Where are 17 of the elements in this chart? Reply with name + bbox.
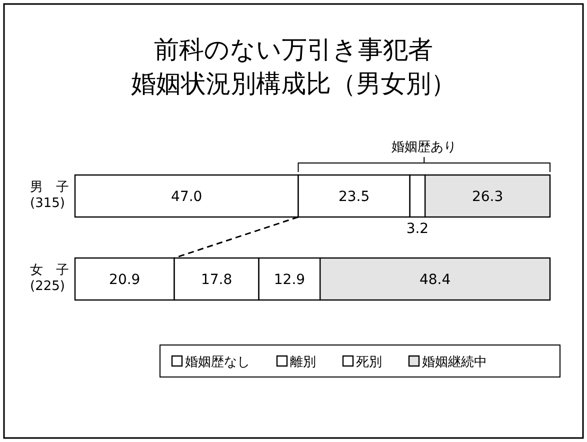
data-label: 20.9	[109, 272, 140, 288]
chart-title: 前科のない万引き事犯者	[154, 35, 433, 64]
data-label: 12.9	[274, 272, 306, 288]
legend-label: 婚姻継続中	[422, 355, 487, 370]
chart-subtitle: 婚姻状況別構成比（男女別）	[131, 69, 456, 98]
y-tick-label: 女 子 (225)	[30, 263, 69, 294]
data-label: 17.8	[200, 272, 232, 288]
legend-label: 婚姻歴なし	[185, 355, 250, 370]
legend-label: 離別	[290, 355, 316, 370]
legend-label: 死別	[356, 355, 382, 370]
data-label: 48.4	[419, 272, 451, 288]
text: 婚姻歴あり	[392, 140, 457, 155]
data-label: 47.0	[171, 189, 202, 205]
data-label: 26.3	[472, 189, 504, 205]
data-label: 3.2	[406, 221, 429, 237]
y-tick-label: 男 子 (315)	[30, 180, 69, 211]
data-label: 23.5	[338, 189, 370, 205]
